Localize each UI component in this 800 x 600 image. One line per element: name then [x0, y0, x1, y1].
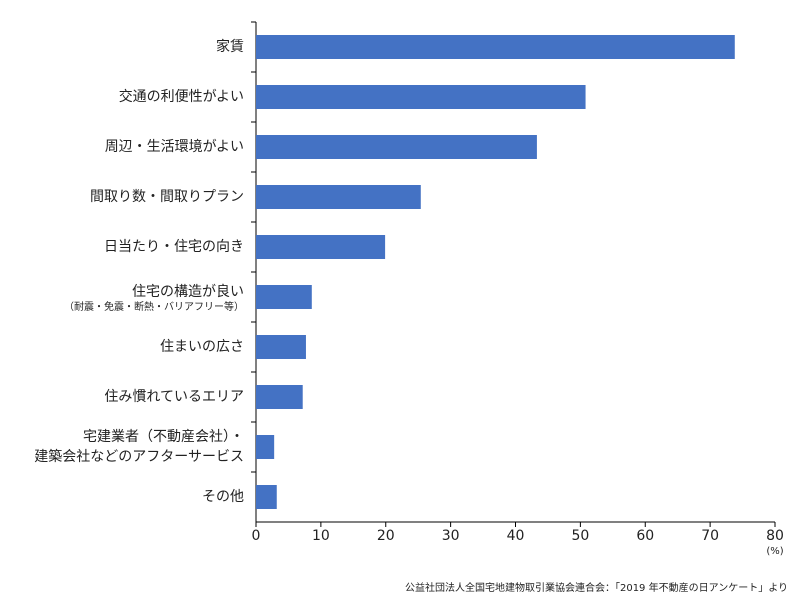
- y-tick-label: 建築会社などのアフターサービス: [34, 449, 244, 465]
- bar: [256, 235, 386, 259]
- y-tick-label: 家賃: [216, 38, 244, 55]
- x-tick-label: 70: [701, 528, 719, 544]
- source: 公益社団法人全国宅地建物取引業協会連合会：「2019 年不動産の日アンケート」よ…: [405, 581, 788, 594]
- y-tick-label: 周辺・生活環境がよい: [105, 139, 244, 155]
- y-tick-label: 宅建業者（不動産会社）・: [83, 429, 244, 445]
- x-tick-label: 0: [252, 528, 261, 544]
- bar: [256, 485, 277, 509]
- x-tick-label: 40: [507, 528, 525, 544]
- bar: [256, 335, 306, 359]
- y-tick-label: 交通の利便性がよい: [119, 88, 244, 105]
- y-tick-label: 間取り数・間取りプラン: [90, 189, 244, 205]
- x-tick-label: 10: [312, 528, 330, 544]
- y-tick-label: 日当たり・住宅の向き: [104, 239, 244, 255]
- x-tick-label: 30: [442, 528, 460, 544]
- y-tick-label: その他: [202, 489, 244, 505]
- bar: [256, 135, 537, 159]
- x-tick-label: 80: [766, 528, 784, 544]
- bar: [256, 285, 312, 309]
- x-tick-label: 50: [571, 528, 589, 544]
- y-tick-label: 住宅の構造が良い: [132, 284, 244, 300]
- x-tick-label: 60: [636, 528, 654, 544]
- bar: [256, 435, 275, 459]
- bar: [256, 35, 735, 59]
- bar: [256, 385, 303, 409]
- y-tick-label: 住み慣れているエリア: [104, 388, 244, 405]
- x-tick-label: 20: [377, 528, 395, 544]
- bar: [256, 85, 586, 109]
- y-tick-label: 住まいの広さ: [160, 339, 244, 355]
- bar: [256, 185, 421, 209]
- x-unit: (%): [766, 546, 783, 557]
- y-tick-label: （耐震・免震・断熱・バリアフリー等）: [64, 300, 244, 313]
